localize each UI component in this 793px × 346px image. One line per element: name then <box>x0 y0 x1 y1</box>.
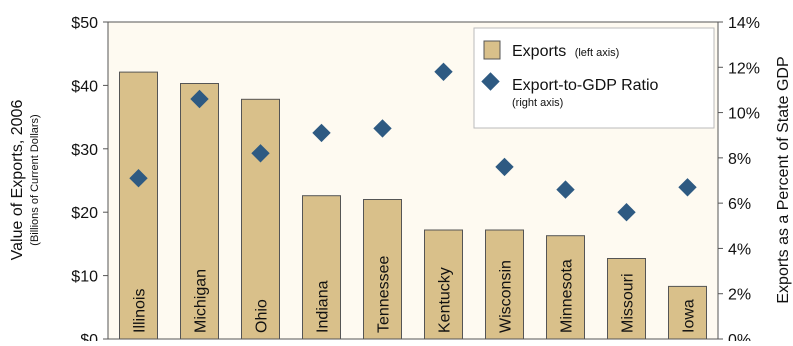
legend-note-ratio: (right axis) <box>512 97 563 109</box>
right-tick-label: 4% <box>728 241 751 258</box>
category-label: Indiana <box>315 280 332 333</box>
legend-label-ratio: Export-to-GDP Ratio <box>512 77 659 94</box>
bar-missouri <box>607 258 646 340</box>
legend: Exports (left axis) Export-to-GDP Ratio … <box>473 27 715 129</box>
bar-minnesota <box>546 235 585 340</box>
left-axis-title: Value of Exports, 2006 <box>9 100 26 261</box>
ratio-marker-illinois <box>129 169 148 188</box>
left-tick-label: $50 <box>71 15 98 32</box>
legend-swatch-ratio <box>481 72 500 91</box>
right-tick-label: 14% <box>728 15 760 32</box>
left-tick-label: $30 <box>71 142 98 159</box>
category-label: Illinois <box>132 289 149 333</box>
bar-wisconsin <box>485 229 524 340</box>
left-tick-label: $40 <box>71 78 98 95</box>
category-label: Missouri <box>620 273 637 333</box>
bar-kentucky <box>424 229 463 340</box>
left-tick-label: $10 <box>71 269 98 286</box>
right-axis-title: Exports as a Percent of State GDP <box>775 56 792 303</box>
right-tick-label: 10% <box>728 106 760 123</box>
ratio-marker-iowa <box>678 178 697 197</box>
bar-michigan <box>180 83 219 340</box>
bar-ohio <box>241 98 280 340</box>
svg-text:Exports (left axis): Exports (left axis) <box>512 43 619 60</box>
left-tick-label: $0 <box>80 332 98 341</box>
ratio-marker-minnesota <box>556 180 575 199</box>
ratio-marker-michigan <box>190 89 209 109</box>
category-label: Minnesota <box>559 259 576 333</box>
bar-indiana <box>302 195 341 340</box>
category-label: Wisconsin <box>498 260 515 333</box>
legend-note-exports: (left axis) <box>575 47 620 59</box>
left-tick-label: $20 <box>71 205 98 222</box>
category-label: Kentucky <box>437 267 454 333</box>
category-label: Michigan <box>193 269 210 333</box>
right-tick-label: 6% <box>728 196 751 213</box>
ratio-marker-kentucky <box>434 62 453 81</box>
bar-iowa <box>668 285 707 340</box>
legend-box <box>473 27 715 129</box>
ratio-marker-ohio <box>251 144 270 163</box>
category-label: Iowa <box>681 299 698 333</box>
category-label: Tennessee <box>376 256 393 333</box>
bar-tennessee <box>363 199 402 340</box>
right-tick-label: 0% <box>728 332 751 341</box>
right-tick-label: 2% <box>728 287 751 304</box>
ratio-marker-missouri <box>617 203 636 222</box>
ratio-marker-wisconsin <box>495 157 514 177</box>
category-label: Ohio <box>254 299 271 333</box>
right-tick-label: 8% <box>728 151 751 168</box>
bar-illinois <box>119 71 158 340</box>
legend-swatch-exports <box>483 40 501 60</box>
legend-label-exports: Exports <box>512 43 566 60</box>
right-tick-label: 12% <box>728 60 760 77</box>
left-axis-subtitle: (Billions of Current Dollars) <box>29 114 41 245</box>
